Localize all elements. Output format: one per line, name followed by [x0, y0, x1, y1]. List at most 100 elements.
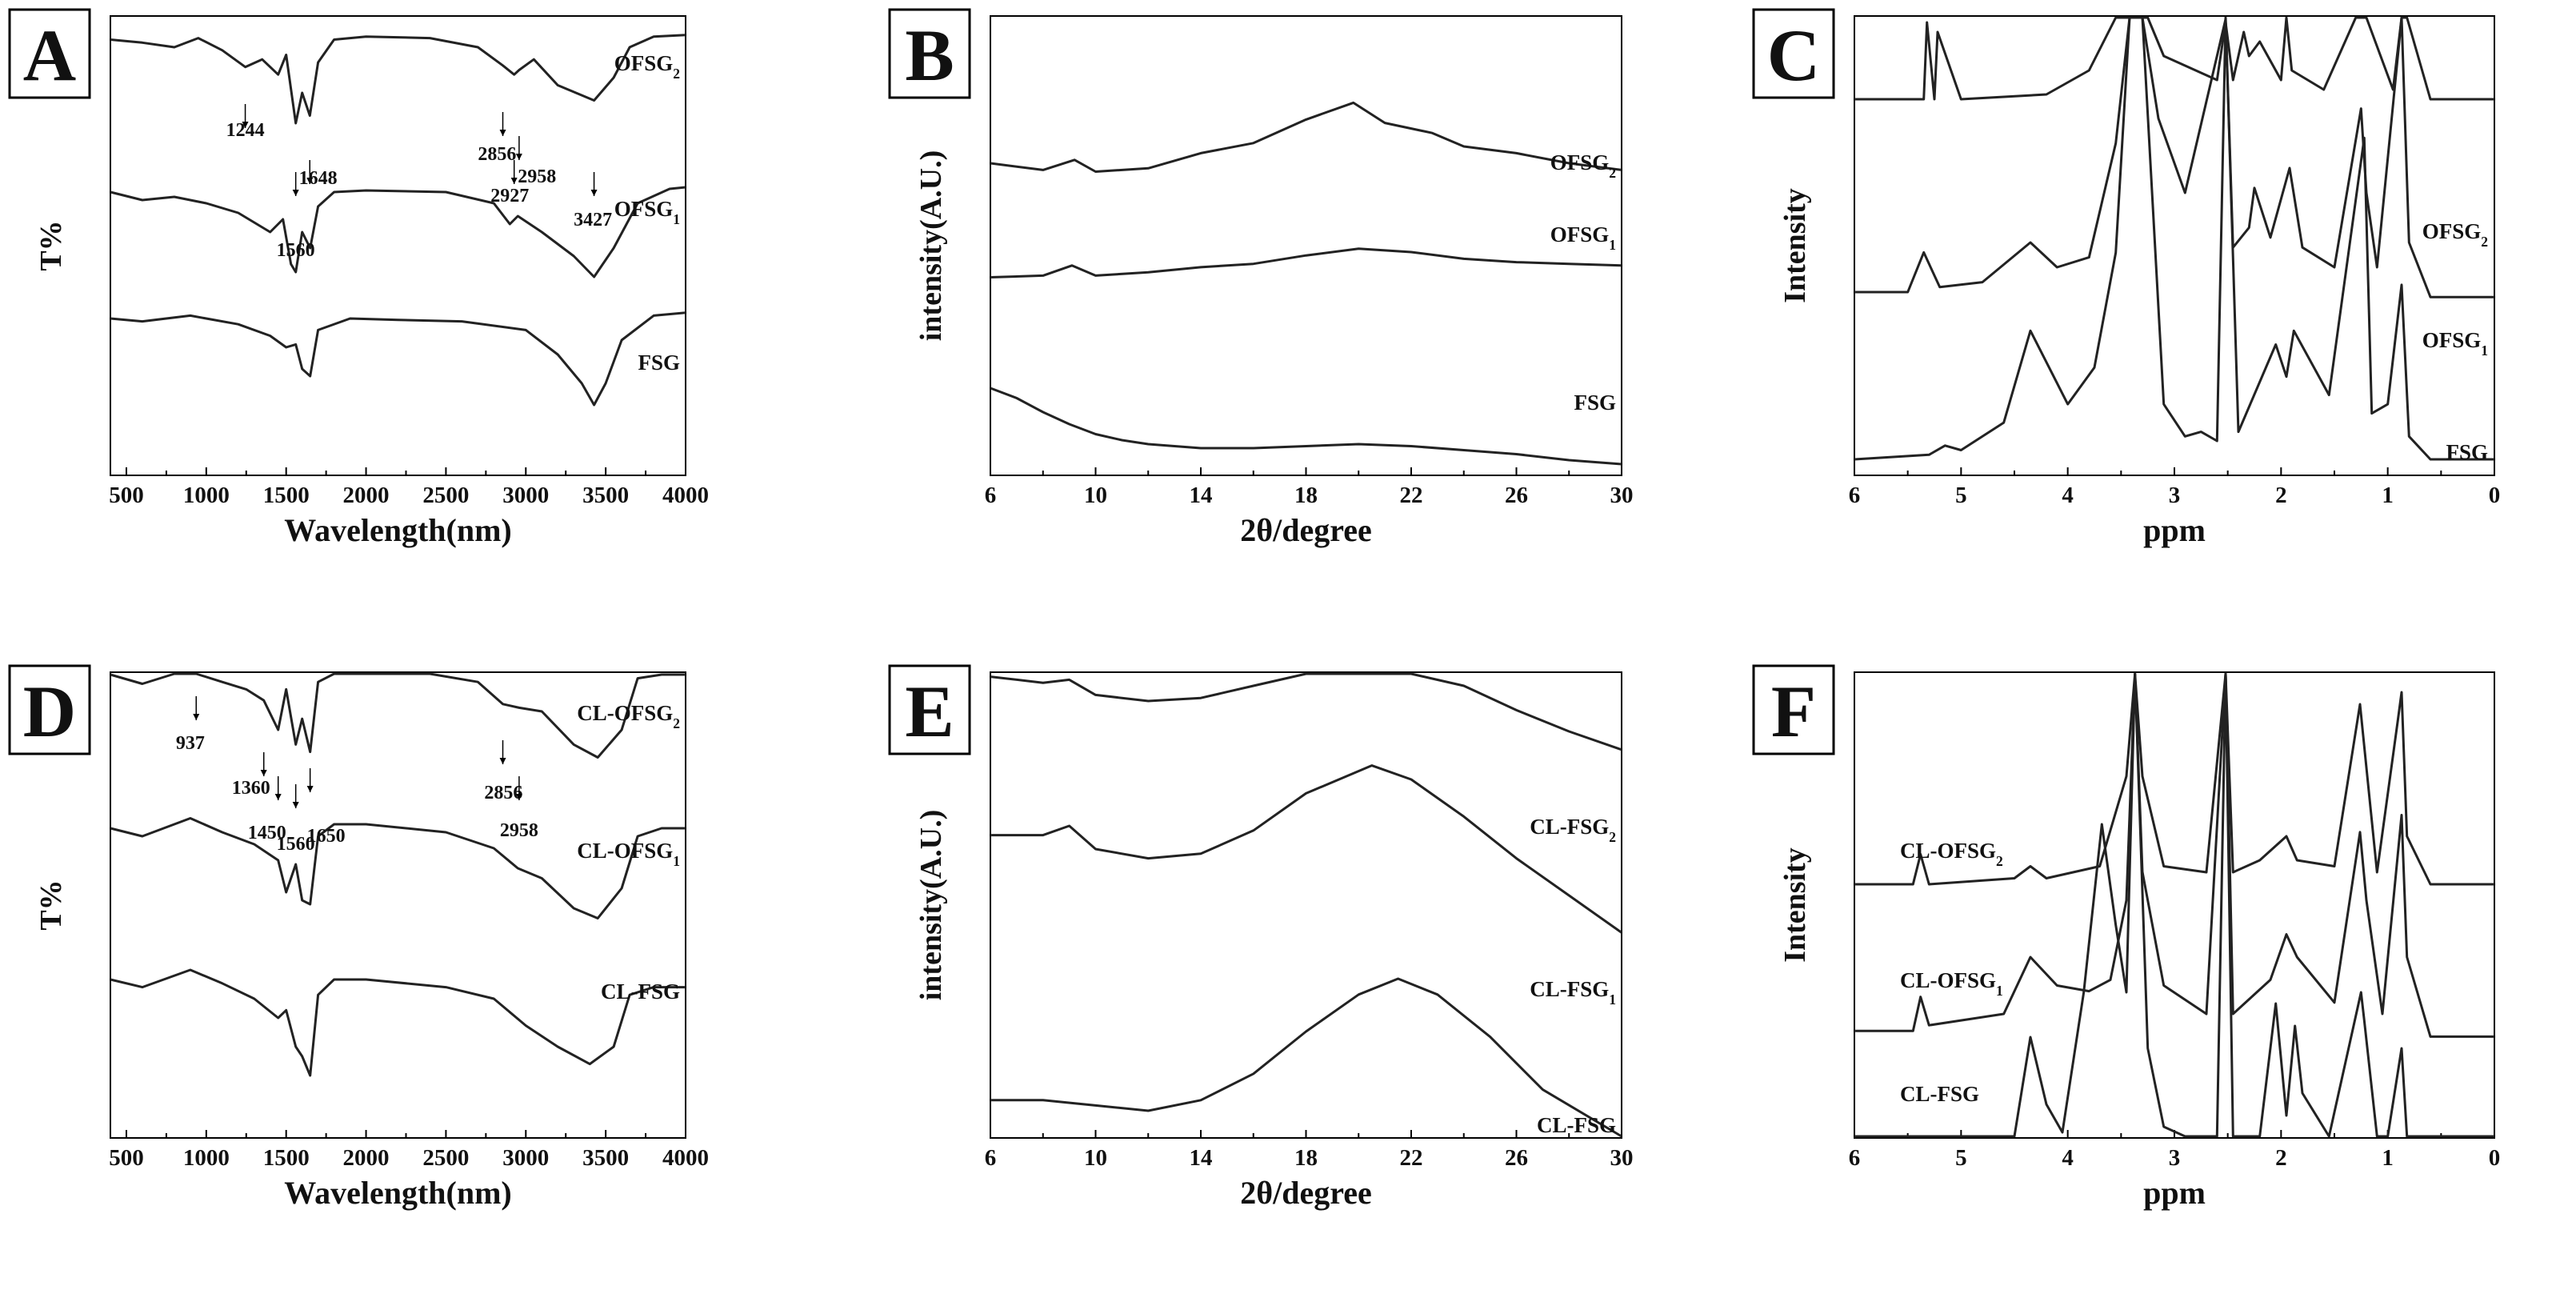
x-tick-label: 0	[2489, 1145, 2501, 1171]
x-tick-label: 26	[1505, 1145, 1528, 1171]
series-line-1	[110, 34, 686, 125]
panel-e: E 6 10 14 18 22 26 30 2θ/degree intensity(A.U.) CL…	[880, 656, 1720, 1296]
series-line-3	[1854, 16, 2494, 461]
panel-c-chart: C 6 5 4 3 2 1 0 ppm Intensity OFSG2 OFSG1 FSG	[1752, 8, 2501, 548]
x-tick-label: 30	[1610, 1145, 1634, 1171]
x-tick-label: 4000	[662, 1145, 709, 1171]
x-tick-label: 5	[1955, 1145, 1967, 1171]
x-tick-label: 0	[2489, 483, 2501, 508]
plot-frame	[110, 15, 686, 476]
peak-label: 2856	[478, 144, 516, 165]
panel-f: F 6 5 4 3 2 1 0 ppm Intensity CL-OFSG2 CL-OFSG1 CL-F…	[1744, 656, 2576, 1296]
plot-frame	[110, 671, 686, 1139]
plot-frame	[990, 671, 1622, 1139]
x-tick-label: 500	[109, 483, 144, 508]
peak-label: 1560	[277, 240, 315, 261]
panel-c: C 6 5 4 3 2 1 0 ppm Intensity OFSG2 OFSG1 FSG	[1744, 0, 2576, 632]
panel-letter-box	[8, 8, 91, 99]
panel-letter-box	[888, 8, 971, 99]
peak-arrowhead	[499, 758, 506, 764]
x-tick-label: 2500	[422, 483, 469, 508]
x-tick-label: 10	[1084, 483, 1107, 508]
series-label-3: FSG	[1574, 391, 1616, 415]
series-label-1: OFSG2	[1550, 150, 1617, 181]
y-axis-title: T%	[34, 879, 68, 930]
x-tick-label: 6	[1849, 1145, 1861, 1171]
x-axis-title: Wavelength(nm)	[284, 1175, 511, 1211]
x-tick-label: 3000	[502, 1145, 549, 1171]
peak-arrowhead	[499, 130, 506, 136]
series-label-2: CL-FSG1	[1530, 977, 1616, 1008]
x-tick-label: 30	[1610, 483, 1634, 508]
x-tick-label: 4	[2062, 1145, 2074, 1171]
x-tick-label: 3	[2169, 1145, 2181, 1171]
series-label-2: OFSG1	[1550, 222, 1616, 253]
series-label-2: OFSG1	[2422, 328, 2488, 359]
x-tick-label: 14	[1190, 1145, 1213, 1171]
peak-arrowhead	[515, 154, 522, 160]
series-label-1: CL-OFSG2	[577, 701, 680, 731]
series-label-3: CL-FSG	[1900, 1082, 1979, 1106]
peak-label: 1650	[307, 826, 346, 847]
x-tick-label: 10	[1084, 1145, 1107, 1171]
x-tick-label: 18	[1294, 1145, 1318, 1171]
panel-letter: F	[1771, 671, 1816, 752]
series-label-3: FSG	[2446, 440, 2488, 464]
x-tick-label: 3500	[582, 483, 629, 508]
x-tick-label: 2000	[343, 483, 390, 508]
peak-label: 1648	[299, 168, 338, 189]
panel-letter: C	[1767, 14, 1820, 96]
x-tick-label: 2	[2275, 483, 2287, 508]
series-line-3	[990, 387, 1622, 466]
series-line-3	[110, 311, 686, 407]
panel-letter: B	[905, 14, 954, 96]
series-label-2: CL-OFSG1	[1900, 968, 2003, 999]
series-line-2	[110, 186, 686, 278]
series-label-3: CL-FSG	[1537, 1113, 1616, 1137]
peak-arrowhead	[292, 190, 299, 196]
x-tick-label: 3000	[502, 483, 549, 508]
series-label-1: OFSG2	[2422, 219, 2489, 250]
y-axis-title: T%	[34, 220, 68, 270]
peak-arrowhead	[515, 794, 522, 800]
series-line-1	[990, 101, 1622, 173]
panel-letter: D	[23, 671, 76, 752]
peak-label: 1244	[226, 120, 265, 141]
x-axis-title: 2θ/degree	[1240, 512, 1372, 548]
x-tick-label: 2	[2275, 1145, 2287, 1171]
x-tick-label: 2500	[422, 1145, 469, 1171]
x-tick-label: 14	[1190, 483, 1213, 508]
x-tick-label: 4	[2062, 483, 2074, 508]
panel-a-chart: A 500 1000 1500 2000 2500 3000 3500 4000 Waveleng…	[8, 8, 709, 548]
x-tick-label: 18	[1294, 483, 1318, 508]
x-axis-title: Wavelength(nm)	[284, 512, 511, 548]
panel-a: A 500 1000 1500 2000 2500 3000 3500 4000 Waveleng…	[0, 0, 800, 632]
panel-letter: E	[905, 671, 954, 752]
series-line-2	[990, 764, 1622, 934]
panel-letter-box	[1752, 664, 1835, 755]
x-tick-label: 4000	[662, 483, 709, 508]
x-tick-label: 6	[985, 1145, 997, 1171]
peak-arrowhead	[274, 794, 282, 800]
peak-label: 1360	[232, 778, 270, 799]
series-line-2	[110, 817, 686, 919]
peak-arrowhead	[193, 714, 200, 720]
x-tick-label: 5	[1955, 483, 1967, 508]
panel-letter-box	[888, 664, 971, 755]
panel-letter-box	[1752, 8, 1835, 99]
panel-b-chart: B 6 10 14 18 22 26 30 2θ/degree intensity(A.U.) OF…	[888, 8, 1634, 548]
x-tick-label: 22	[1400, 483, 1423, 508]
x-tick-label: 22	[1400, 1145, 1423, 1171]
x-tick-label: 1	[2382, 1145, 2394, 1171]
x-tick-label: 6	[985, 483, 997, 508]
x-axis-title: 2θ/degree	[1240, 1175, 1372, 1211]
peak-label: 2958	[500, 820, 538, 841]
y-axis-title: intensity(A.U.)	[914, 810, 948, 1001]
peak-label: 2958	[518, 166, 556, 187]
series-line-2	[990, 247, 1622, 278]
series-label-3: FSG	[638, 351, 680, 375]
series-line-1	[110, 672, 686, 759]
x-tick-label: 1000	[183, 483, 230, 508]
peak-label: 2927	[490, 186, 529, 206]
series-label-1: CL-OFSG2	[1900, 839, 2003, 869]
